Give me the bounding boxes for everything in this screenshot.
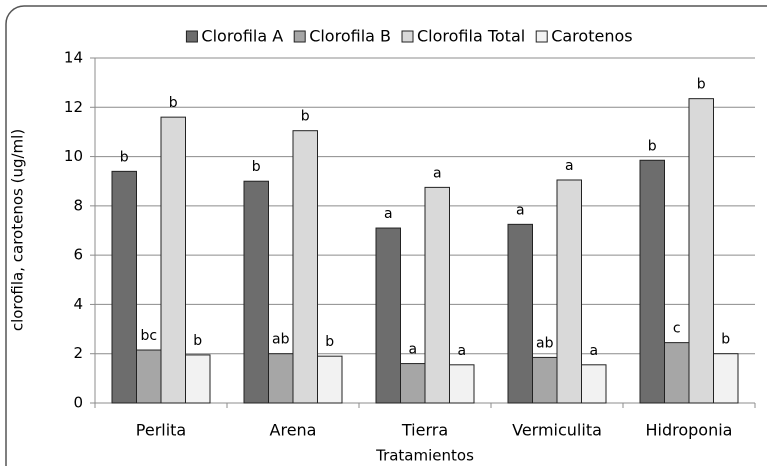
bar (688, 98, 714, 404)
x-tick-label: Perlita (136, 421, 186, 440)
bar-annotation: b (252, 159, 261, 175)
y-tick-label: 6 (73, 246, 83, 264)
legend-label: Clorofila Total (417, 27, 525, 46)
bar-annotation: a (565, 158, 574, 174)
bar-annotation: ab (272, 332, 290, 348)
bar-annotation: a (589, 343, 598, 359)
legend-swatch (535, 30, 548, 43)
bar (268, 353, 294, 404)
bar-annotation: b (648, 138, 657, 154)
bar (664, 342, 690, 404)
bar-annotation: c (673, 321, 681, 337)
y-tick-label: 0 (73, 394, 83, 412)
bar-annotation: b (169, 95, 178, 111)
bar-annotation: a (457, 343, 466, 359)
bar (400, 363, 426, 404)
bar (713, 353, 739, 404)
bar-annotation: b (721, 332, 730, 348)
bar-annotation: b (697, 77, 706, 93)
bar (375, 227, 401, 404)
bar-annotation: a (408, 342, 417, 358)
bar (185, 354, 211, 404)
bar (243, 180, 269, 404)
bar (292, 130, 318, 404)
legend-swatch (293, 30, 306, 43)
bar (424, 186, 450, 404)
bar (111, 170, 137, 404)
legend-swatch (185, 30, 198, 43)
bar (507, 223, 533, 404)
bar (317, 355, 343, 404)
bar-annotation: b (193, 333, 202, 349)
bar-annotation: bc (140, 328, 157, 344)
y-tick-label: 2 (73, 344, 83, 362)
y-tick-label: 14 (64, 49, 83, 67)
y-tick-label: 12 (64, 98, 83, 116)
legend-label: Carotenos (551, 27, 632, 46)
x-tick-label: Hidroponia (646, 421, 733, 440)
bar-annotation: ab (536, 335, 554, 351)
bar (581, 364, 607, 404)
bar (136, 349, 162, 404)
bar (532, 356, 558, 404)
y-tick-label: 4 (73, 295, 83, 313)
x-tick-label: Tierra (401, 421, 448, 440)
legend-label: Clorofila A (201, 27, 283, 46)
bar-annotation: a (384, 206, 393, 222)
bar-annotation: b (301, 109, 310, 125)
x-tick-label: Vermiculita (512, 421, 602, 440)
bar (449, 364, 475, 404)
bar-annotation: b (325, 334, 334, 350)
bar-annotation: a (433, 165, 442, 181)
bar (639, 159, 665, 404)
legend-swatch (401, 30, 414, 43)
y-axis-label: clorofila, carotenos (ug/ml) (9, 129, 27, 331)
bar (160, 116, 186, 404)
chart-frame (5, 5, 767, 466)
x-axis-label: Tratamientos (375, 447, 474, 465)
bar-annotation: b (120, 149, 129, 165)
legend-label: Clorofila B (309, 27, 391, 46)
y-tick-label: 8 (73, 196, 83, 214)
bar-annotation: a (516, 202, 525, 218)
x-tick-label: Arena (270, 421, 317, 440)
y-tick-label: 10 (64, 147, 83, 165)
bar (556, 179, 582, 404)
